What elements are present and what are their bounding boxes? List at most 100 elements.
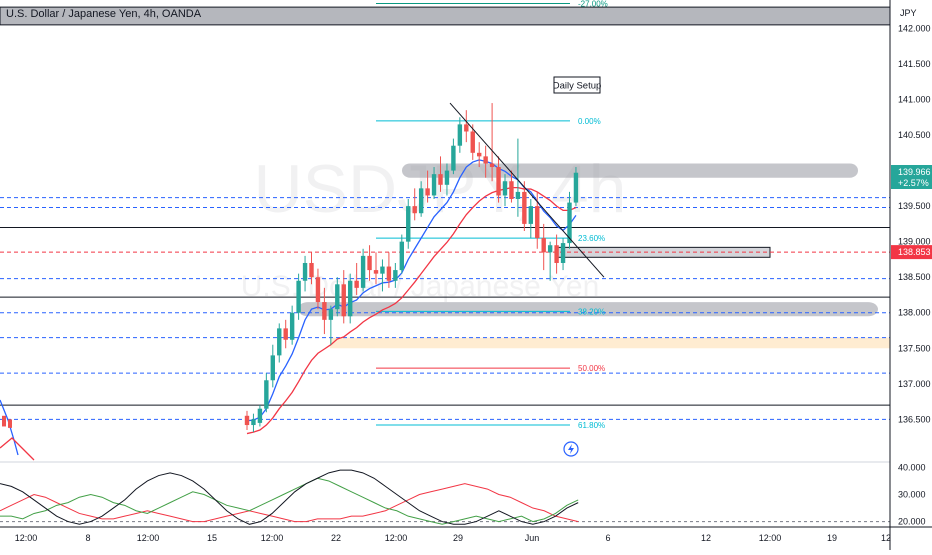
candle-body [283,328,288,340]
candle-body [444,170,450,185]
candle-body [251,419,256,426]
fib-level-label: -27.00% [578,0,608,9]
fib-level-label: 38.20% [578,307,605,316]
time-tick-label: 12:00 [137,533,160,543]
candle-body [264,380,269,409]
candle-body [547,245,553,253]
candle-body [373,270,379,274]
candle-body [341,284,346,317]
candle-body [567,202,572,244]
time-tick-label: 12 [881,533,891,543]
candle-body [367,255,372,271]
candle-body [348,280,353,317]
fib-level-label: 23.60% [578,234,605,243]
candle-body [406,206,411,242]
candle-body [335,284,340,310]
time-tick-label: 29 [453,533,463,543]
oscillator-red-line [0,483,579,523]
candle-body [386,266,392,281]
candle-body [457,124,463,146]
candle-body [270,355,275,381]
candle-body [418,188,424,214]
candle-body [8,419,12,428]
price-axis-background [890,0,932,550]
candle-body [560,243,566,263]
candle-body [425,188,430,196]
candle-body [412,206,417,214]
supply-zone [330,337,890,349]
candle-body [522,191,527,224]
candle-body [322,302,327,320]
candle-body [451,145,456,171]
last-price-badge [891,165,932,190]
oscillator-tick-label: 40.000 [898,462,926,472]
last-price-change: +2.57% [898,178,929,188]
time-tick-label: 6 [605,533,610,543]
oscillator-tick-label: 20.000 [898,517,926,527]
oscillator-black-line [0,469,579,525]
ema-slow-line [0,437,35,461]
candle-body [515,191,521,200]
candle-body [2,415,6,427]
candle-body [328,309,334,320]
price-tick-label: 138.000 [898,308,931,318]
time-tick-label: 8 [85,533,90,543]
candle-body [541,238,546,253]
lightning-icon [568,444,574,454]
annotation-text: Daily Setup [553,81,602,92]
price-tick-label: 137.000 [898,379,931,389]
candle-body [257,408,263,423]
time-tick-label: 19 [827,533,837,543]
price-tick-label: 140.500 [898,130,931,140]
price-tick-label: 139.500 [898,201,931,211]
time-tick-label: 12:00 [385,533,408,543]
candle-body [496,167,501,196]
candle-body [509,181,514,200]
candle-body [399,241,404,271]
candle-body [477,152,482,157]
price-tick-label: 141.000 [898,95,931,105]
oscillator-green-line [0,477,579,525]
candle-body [309,262,314,278]
candle-body [393,270,398,281]
candle-body [573,172,579,203]
candle-body [354,280,359,288]
marker-price-value: 138.853 [898,247,931,257]
time-tick-label: 12:00 [15,533,38,543]
candle-body [438,174,443,185]
fib-level-label: 61.80% [578,421,605,430]
price-tick-label: 139.000 [898,237,931,247]
plot-background [0,0,890,527]
candle-body [244,415,250,426]
candle-body [277,328,282,356]
candle-body [289,312,295,340]
candle-body [302,262,308,281]
candle-body [296,280,301,313]
ema-fast-line [0,399,19,456]
candle-body [315,277,321,303]
chart-title: U.S. Dollar / Japanese Yen, 4h, OANDA [6,8,202,20]
fib-level-label: 50.00% [578,364,605,373]
time-tick-label: 12 [701,533,711,543]
fib-level-label: 0.00% [578,117,601,126]
time-tick-label: 12:00 [759,533,782,543]
candle-body [554,245,559,263]
ema-slow-line [246,186,577,435]
candle-body [360,255,366,288]
currency-label: JPY [900,8,917,18]
last-price-value: 139.966 [898,167,931,177]
price-tick-label: 137.500 [898,343,931,353]
candle-body [502,181,508,196]
candle-body [470,131,475,153]
annotation-box [553,76,601,94]
time-tick-label: 15 [207,533,217,543]
candle-body [483,156,488,164]
price-tick-label: 142.000 [898,23,931,33]
marker-price-badge [891,245,932,260]
price-tick-label: 136.500 [898,414,931,424]
candle-body [528,206,533,224]
time-tick-label: 12:00 [261,533,284,543]
price-tick-label: 141.500 [898,59,931,69]
